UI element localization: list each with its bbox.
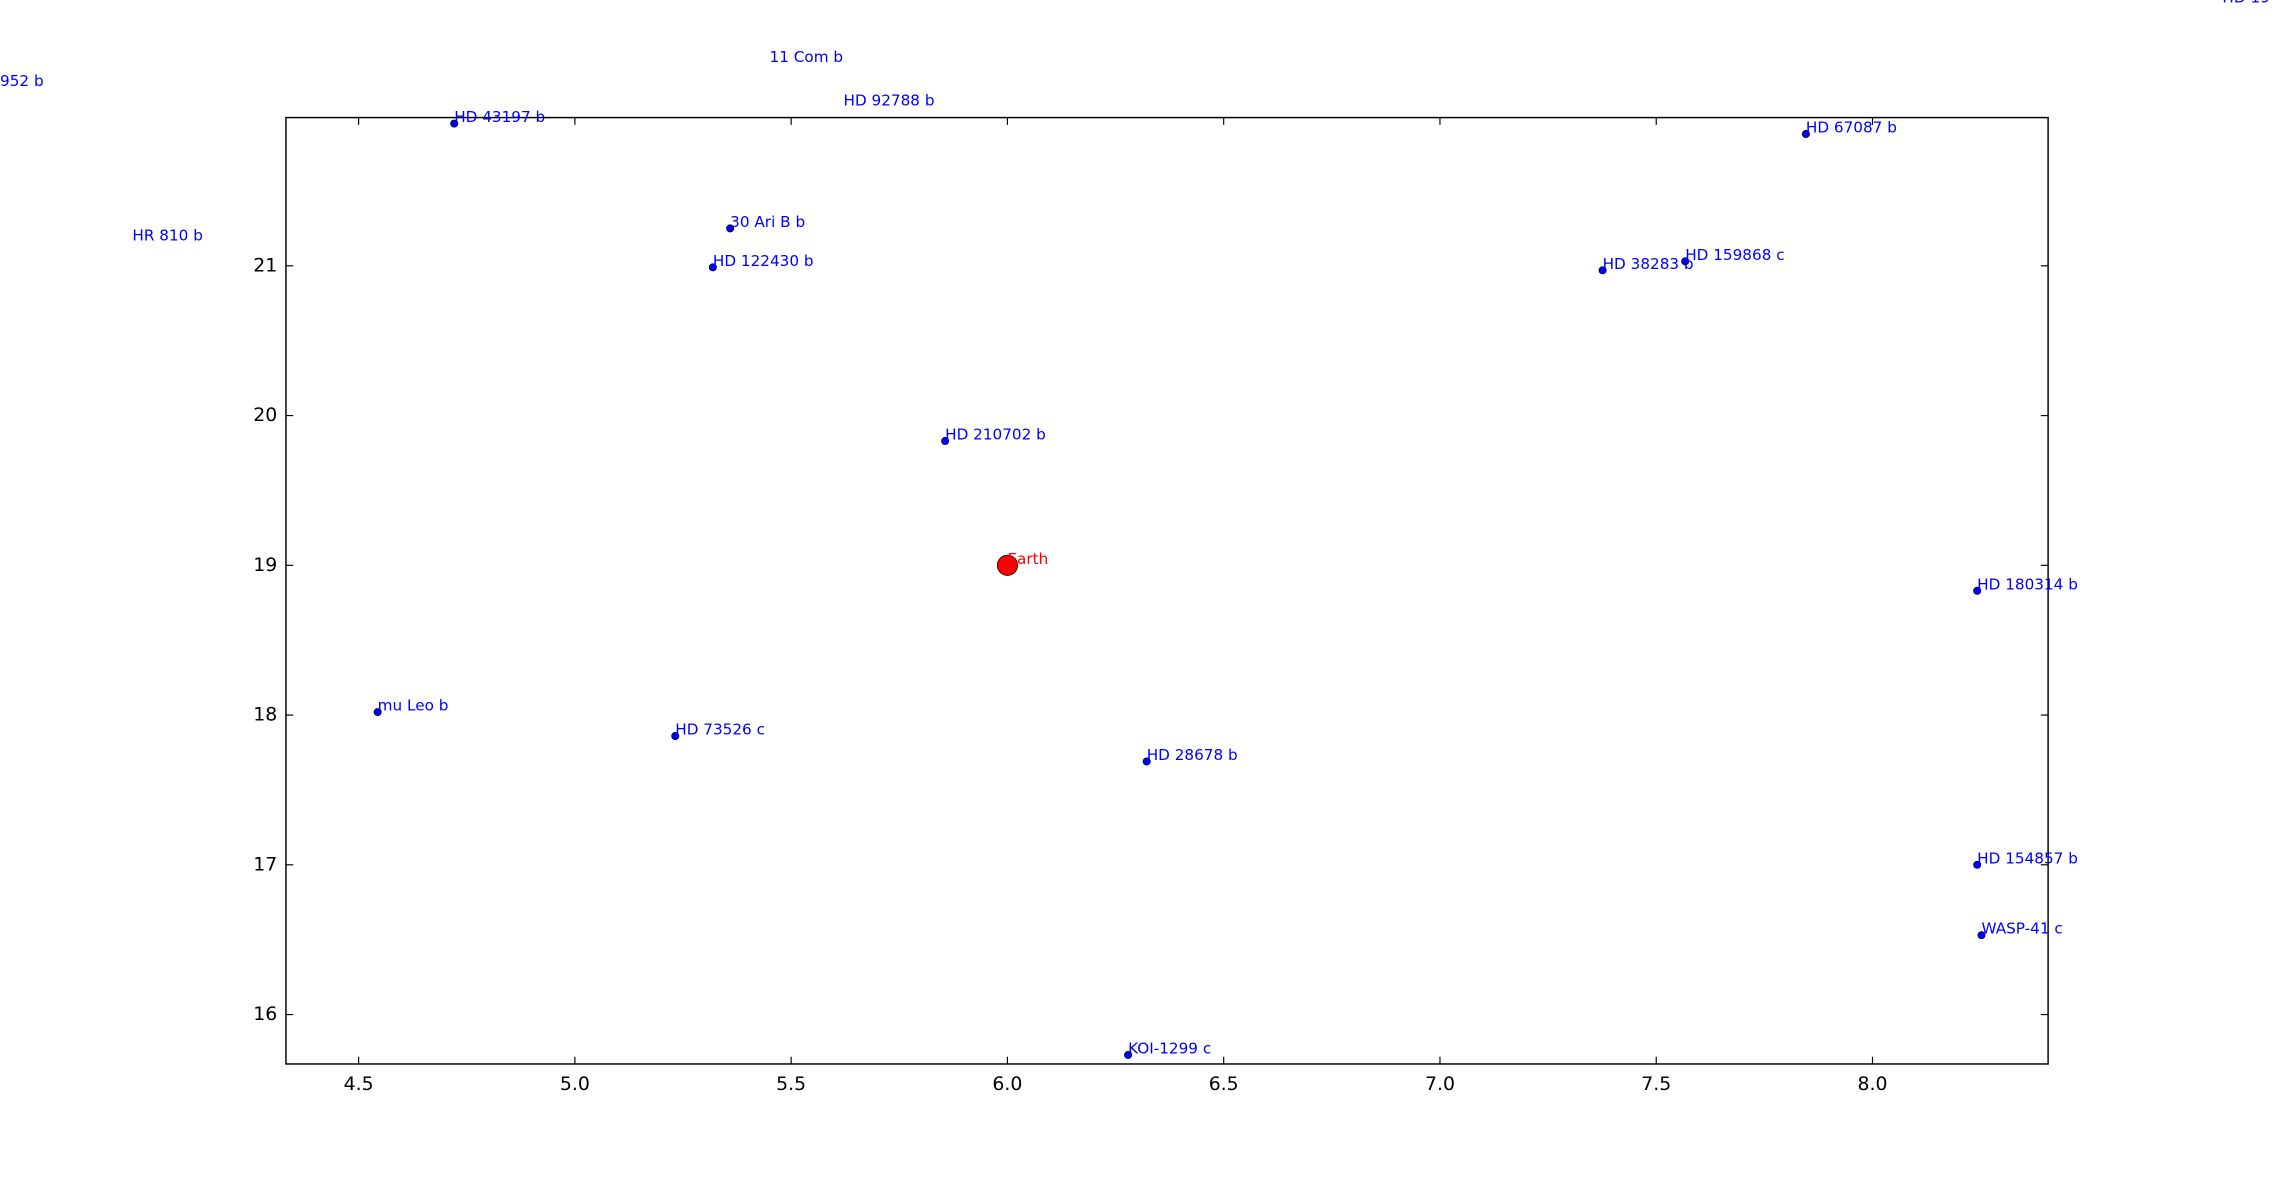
point-label: HR 810 b bbox=[132, 226, 202, 244]
data-point bbox=[373, 708, 382, 717]
point-label: HD 180314 b bbox=[1977, 575, 2078, 593]
point-label: 11 Com b bbox=[770, 48, 844, 66]
data-point bbox=[1124, 1050, 1133, 1059]
data-point bbox=[996, 554, 1018, 576]
point-label: 30 Ari B b bbox=[730, 213, 805, 231]
point-label: mu Leo b bbox=[378, 697, 449, 715]
data-point bbox=[1681, 257, 1690, 266]
point-label: HD 154857 b bbox=[1977, 849, 2078, 867]
y-tick-label: 16 bbox=[253, 1003, 277, 1025]
point-label: HD 19 bbox=[2222, 0, 2269, 6]
data-point bbox=[1973, 586, 1982, 595]
point-label: HD 159868 c bbox=[1685, 246, 1784, 264]
data-point bbox=[450, 119, 459, 128]
point-label: KOI-1299 c bbox=[1128, 1040, 1211, 1058]
y-tick-label: 21 bbox=[253, 254, 277, 276]
data-point bbox=[671, 732, 680, 741]
point-label: HD 67087 b bbox=[1806, 119, 1897, 137]
x-tick-label: 7.0 bbox=[1425, 1073, 1455, 1095]
point-label: HD 73526 c bbox=[675, 721, 765, 739]
data-point bbox=[708, 263, 717, 272]
x-tick-label: 6.0 bbox=[992, 1073, 1022, 1095]
y-tick-label: 20 bbox=[253, 404, 277, 426]
data-point bbox=[1977, 931, 1986, 940]
y-tick-label: 19 bbox=[253, 554, 277, 576]
data-point bbox=[726, 224, 735, 233]
point-label: HD 92788 b bbox=[843, 92, 934, 110]
data-point bbox=[1973, 860, 1982, 869]
x-tick-label: 5.0 bbox=[560, 1073, 590, 1095]
point-labels: HD 43197 b 30 Ari B b HD 122430 b HD 67087 … bbox=[0, 0, 2270, 1058]
x-tick-label: 4.5 bbox=[344, 1073, 374, 1095]
point-label: WASP-41 c bbox=[1981, 920, 2062, 938]
point-label: HD 28678 b bbox=[1147, 746, 1238, 764]
point-label: 952 b bbox=[0, 72, 44, 90]
x-tick-label: 5.5 bbox=[776, 1073, 806, 1095]
point-label: HD 122430 b bbox=[713, 252, 814, 270]
data-point bbox=[1801, 130, 1810, 139]
plot-frame bbox=[285, 116, 2049, 1065]
x-tick-label: 8.0 bbox=[1857, 1073, 1887, 1095]
plot-area bbox=[373, 119, 1986, 1059]
x-tick-label: 7.5 bbox=[1641, 1073, 1671, 1095]
y-tick-label: 17 bbox=[253, 853, 277, 875]
point-label: HD 210702 b bbox=[945, 426, 1046, 444]
point-label: HD 43197 b bbox=[454, 108, 545, 126]
data-point bbox=[1598, 266, 1607, 275]
point-label: Earth bbox=[1007, 550, 1048, 568]
data-point bbox=[941, 437, 950, 446]
data-point bbox=[1142, 757, 1151, 766]
y-tick-label: 18 bbox=[253, 704, 277, 726]
x-tick-label: 6.5 bbox=[1209, 1073, 1239, 1095]
point-label: HD 38283 b bbox=[1603, 255, 1694, 273]
